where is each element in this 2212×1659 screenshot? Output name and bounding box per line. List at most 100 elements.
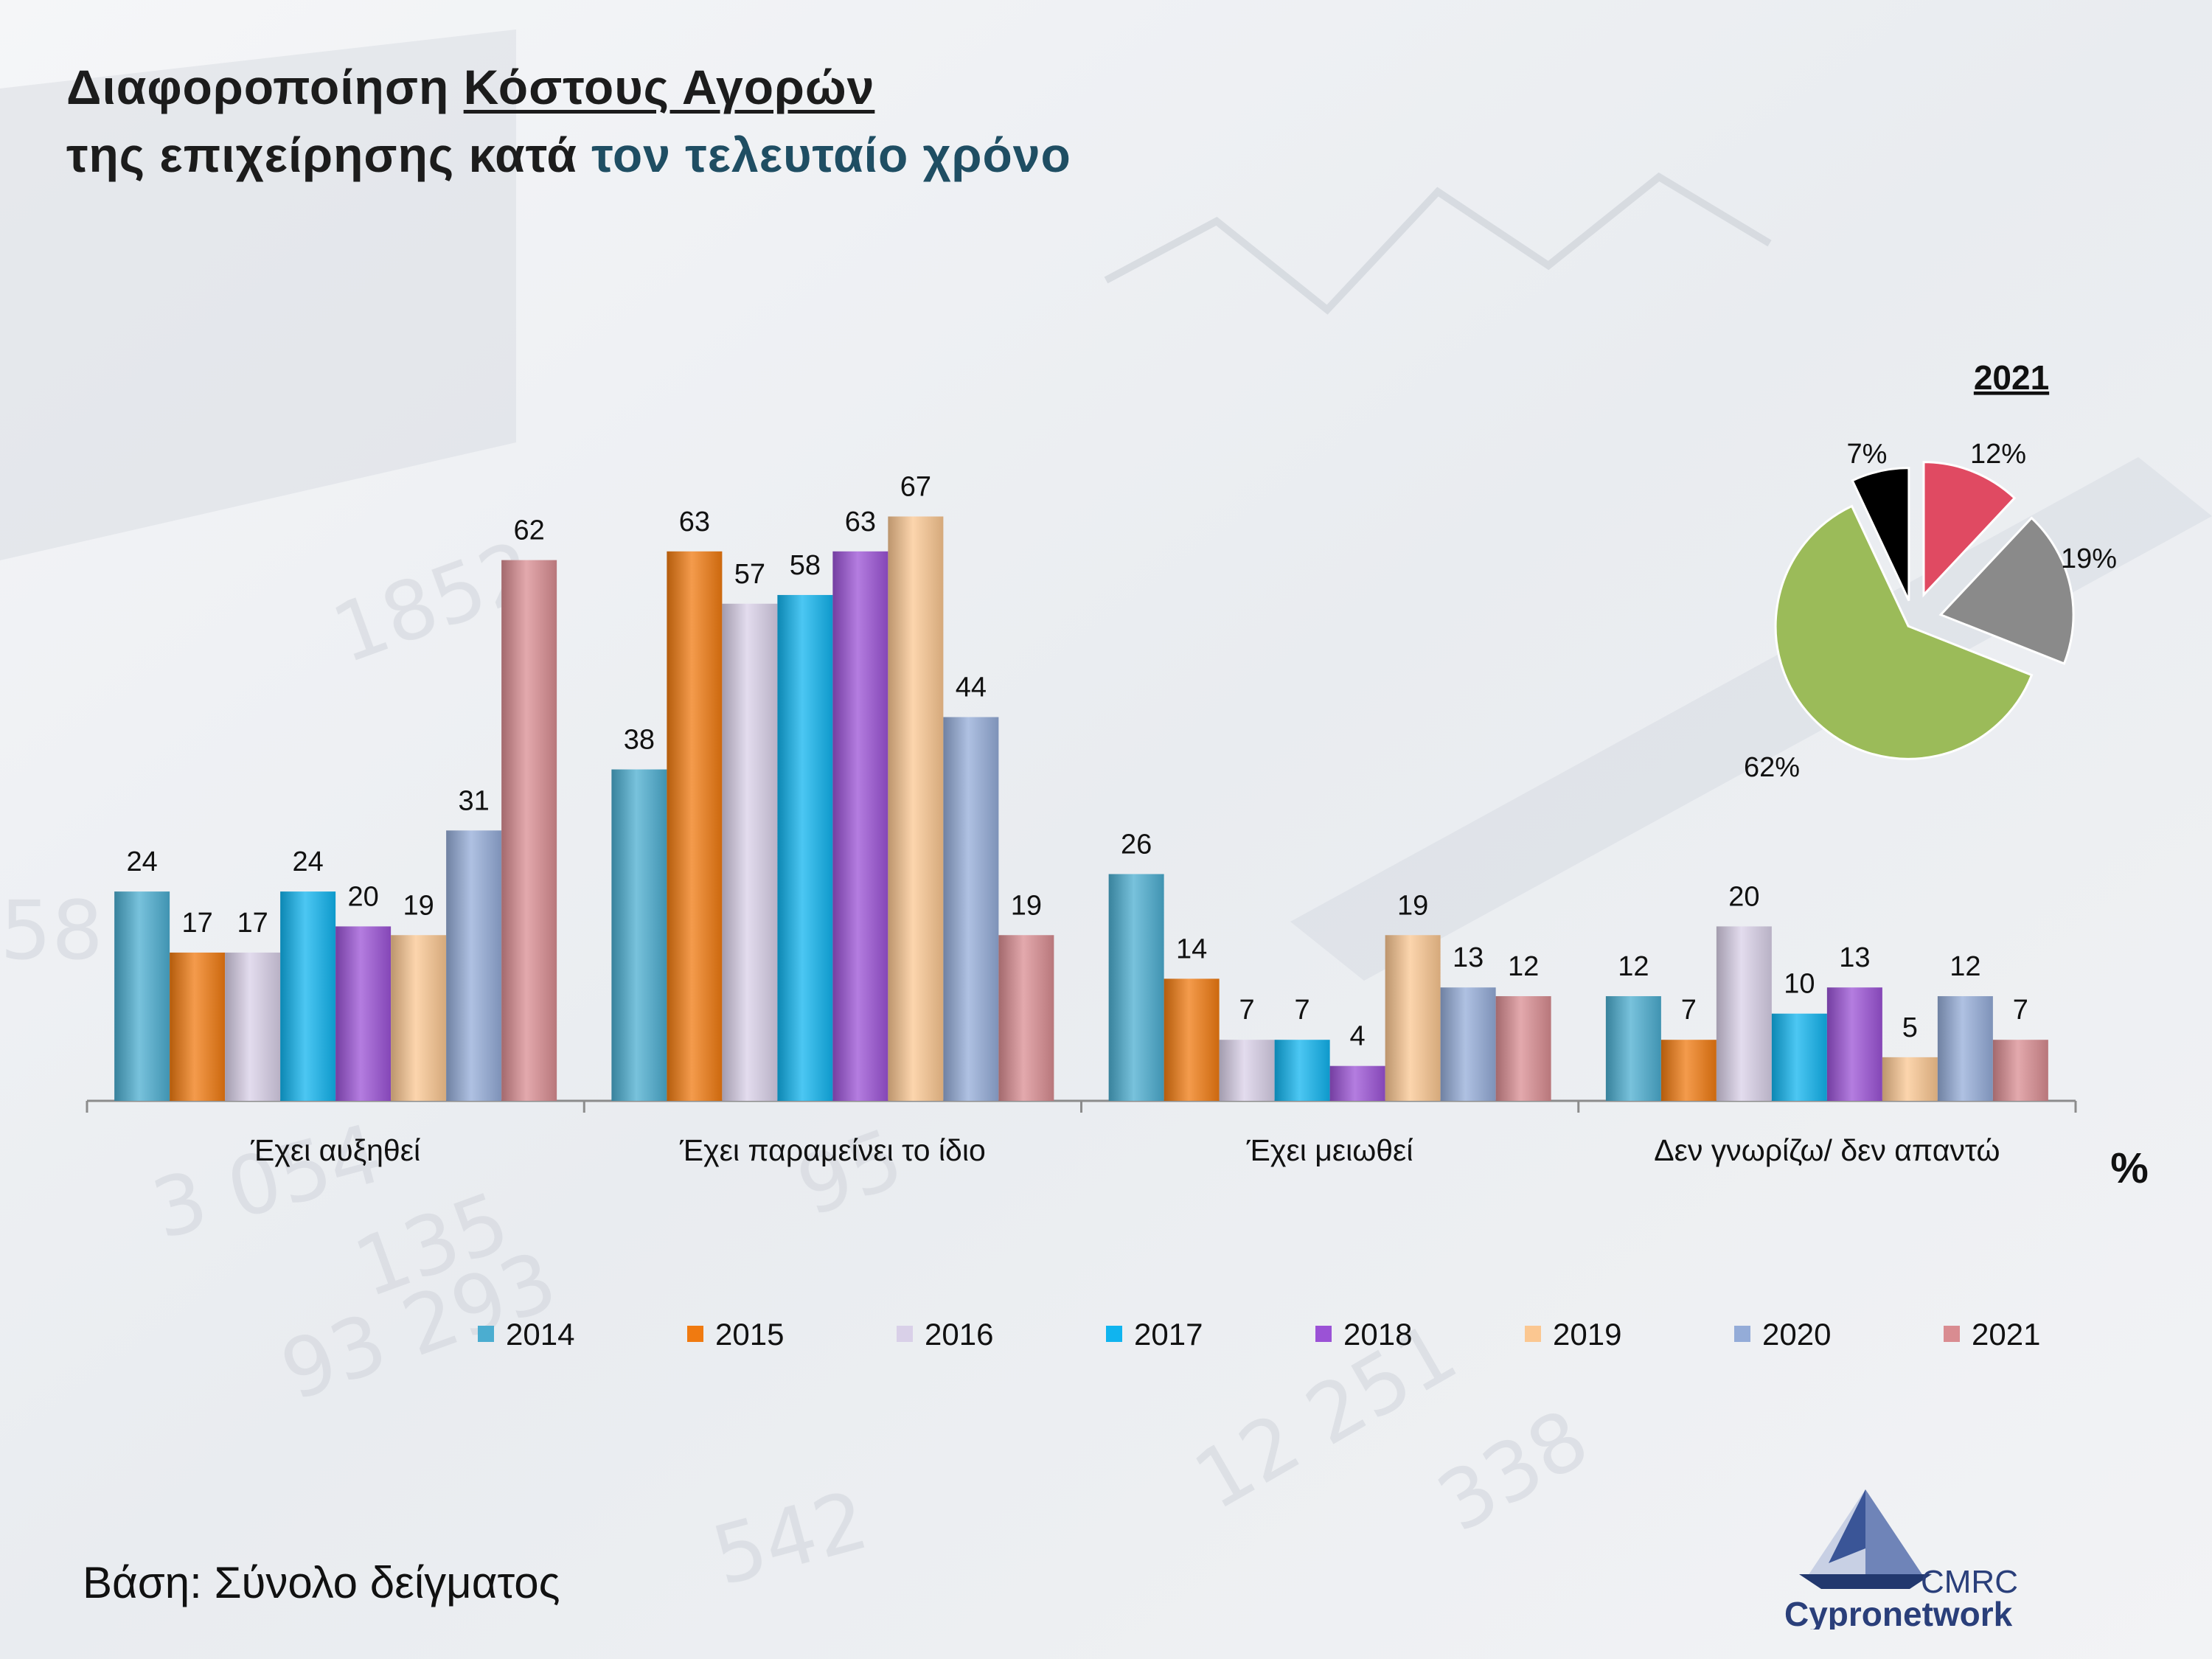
pie-title: 2021 bbox=[1974, 358, 2049, 397]
data-label: 13 bbox=[1839, 942, 1870, 973]
data-label: 24 bbox=[126, 846, 157, 877]
title-line-2: της επιχείρησης κατά τον τελευταίο χρόνο bbox=[66, 127, 1071, 183]
data-label: 19 bbox=[1397, 890, 1428, 921]
pie-slice-2 bbox=[1938, 516, 2075, 665]
data-label: 12 bbox=[1618, 951, 1649, 982]
svg-text:58: 58 bbox=[0, 883, 103, 978]
data-label: 17 bbox=[237, 908, 268, 939]
bar-2021-3 bbox=[1495, 996, 1551, 1101]
bar-2019-2 bbox=[888, 516, 944, 1101]
bar-2016-1 bbox=[225, 952, 281, 1101]
bar-2015-3 bbox=[1164, 978, 1220, 1101]
title-line-2-prefix: της επιχείρησης κατά bbox=[66, 128, 592, 182]
bar-2020-2 bbox=[943, 717, 999, 1101]
legend-swatch-2016 bbox=[897, 1326, 913, 1342]
bar-2015-4 bbox=[1660, 1040, 1717, 1101]
bar-2015-2 bbox=[667, 551, 723, 1101]
legend-label-2021: 2021 bbox=[1972, 1317, 2040, 1352]
legend-label-2018: 2018 bbox=[1343, 1317, 1412, 1352]
title-line-1: Διαφοροποίηση Κόστους Αγορών bbox=[66, 59, 874, 115]
bar-2016-2 bbox=[722, 603, 778, 1101]
legend-label-2020: 2020 bbox=[1762, 1317, 1831, 1352]
bar-2018-4 bbox=[1826, 987, 1882, 1101]
title-line-2-accent: τον τελευταίο χρόνο bbox=[591, 128, 1071, 182]
data-label: 63 bbox=[845, 507, 876, 538]
legend-label-2016: 2016 bbox=[925, 1317, 993, 1352]
bar-2016-4 bbox=[1716, 926, 1772, 1101]
data-label: 5 bbox=[1902, 1012, 1918, 1043]
legend-swatch-2015 bbox=[687, 1326, 703, 1342]
data-label: 19 bbox=[1011, 890, 1042, 921]
data-label: 17 bbox=[181, 908, 212, 939]
legend-label-2015: 2015 bbox=[715, 1317, 784, 1352]
bar-2019-4 bbox=[1882, 1057, 1938, 1101]
bar-2019-1 bbox=[391, 935, 447, 1101]
data-label: 31 bbox=[458, 785, 489, 816]
bar-2014-3 bbox=[1108, 874, 1164, 1101]
data-label: 67 bbox=[900, 471, 931, 502]
title-line-1-underlined: Κόστους Αγορών bbox=[463, 60, 875, 114]
legend-label-2019: 2019 bbox=[1553, 1317, 1621, 1352]
data-label: 24 bbox=[292, 846, 323, 877]
data-label: 58 bbox=[790, 550, 821, 581]
legend-swatch-2021 bbox=[1944, 1326, 1960, 1342]
data-label: 19 bbox=[403, 890, 434, 921]
base-note: Βάση: Σύνολο δείγματος bbox=[83, 1558, 560, 1607]
bar-2021-2 bbox=[998, 935, 1054, 1101]
data-label: 44 bbox=[956, 672, 987, 703]
data-label: 12 bbox=[1508, 951, 1539, 982]
data-label: 7 bbox=[1681, 995, 1697, 1026]
pie-slice-1 bbox=[1922, 461, 2017, 598]
bar-2018-3 bbox=[1329, 1065, 1385, 1101]
data-label: 10 bbox=[1784, 969, 1815, 1000]
bar-2020-3 bbox=[1440, 987, 1496, 1101]
pie-slice-label: 62% bbox=[1744, 752, 1800, 783]
data-label: 26 bbox=[1121, 829, 1152, 860]
bar-2017-3 bbox=[1274, 1040, 1330, 1101]
title-line-1-prefix: Διαφοροποίηση bbox=[66, 60, 464, 114]
data-label: 7 bbox=[2013, 995, 2028, 1026]
category-label: Δεν γνωρίζω/ δεν απαντώ bbox=[1654, 1133, 2000, 1167]
category-label: Έχει παραμείνει το ίδιο bbox=[679, 1133, 986, 1167]
bar-2020-4 bbox=[1937, 996, 1993, 1101]
data-label: 20 bbox=[347, 881, 378, 912]
bar-2014-1 bbox=[114, 891, 170, 1101]
data-label: 62 bbox=[513, 515, 544, 546]
bar-2017-4 bbox=[1771, 1013, 1827, 1101]
legend-swatch-2019 bbox=[1525, 1326, 1541, 1342]
pie-slice-4 bbox=[1851, 467, 1910, 602]
category-label: Έχει αυξηθεί bbox=[250, 1133, 420, 1167]
logo-text-cypronetwork: Cypronetwork bbox=[1784, 1595, 2013, 1630]
bar-2014-4 bbox=[1605, 996, 1661, 1101]
bar-2015-1 bbox=[170, 952, 226, 1101]
bar-2021-1 bbox=[501, 560, 557, 1101]
bar-2016-3 bbox=[1219, 1040, 1275, 1101]
category-label: Έχει μειωθεί bbox=[1246, 1133, 1413, 1167]
pie-slice-label: 7% bbox=[1847, 439, 1888, 470]
bar-2019-3 bbox=[1385, 935, 1441, 1101]
cmrc-logo: CMRC Cypronetwork bbox=[1784, 1489, 2018, 1630]
legend-swatch-2018 bbox=[1315, 1326, 1332, 1342]
pie-slice-label: 19% bbox=[2061, 543, 2117, 574]
bar-2017-2 bbox=[777, 594, 833, 1101]
legend-swatch-2020 bbox=[1734, 1326, 1750, 1342]
pie-slice-label: 12% bbox=[1970, 439, 2026, 470]
bar-2018-1 bbox=[335, 926, 392, 1101]
data-label: 7 bbox=[1295, 995, 1310, 1026]
data-label: 20 bbox=[1728, 881, 1759, 912]
bar-2017-1 bbox=[280, 891, 336, 1101]
data-label: 13 bbox=[1453, 942, 1484, 973]
data-label: 7 bbox=[1239, 995, 1255, 1026]
pie-slice-3 bbox=[1774, 504, 2034, 760]
legend-label-2014: 2014 bbox=[506, 1317, 574, 1352]
bar-2018-2 bbox=[832, 551, 888, 1101]
data-label: 57 bbox=[734, 559, 765, 590]
bar-2021-4 bbox=[1992, 1040, 2048, 1101]
data-label: 63 bbox=[679, 507, 710, 538]
legend-label-2017: 2017 bbox=[1134, 1317, 1203, 1352]
logo-text-cmrc: CMRC bbox=[1921, 1564, 2018, 1600]
bar-2020-1 bbox=[446, 830, 502, 1101]
data-label: 12 bbox=[1950, 951, 1980, 982]
